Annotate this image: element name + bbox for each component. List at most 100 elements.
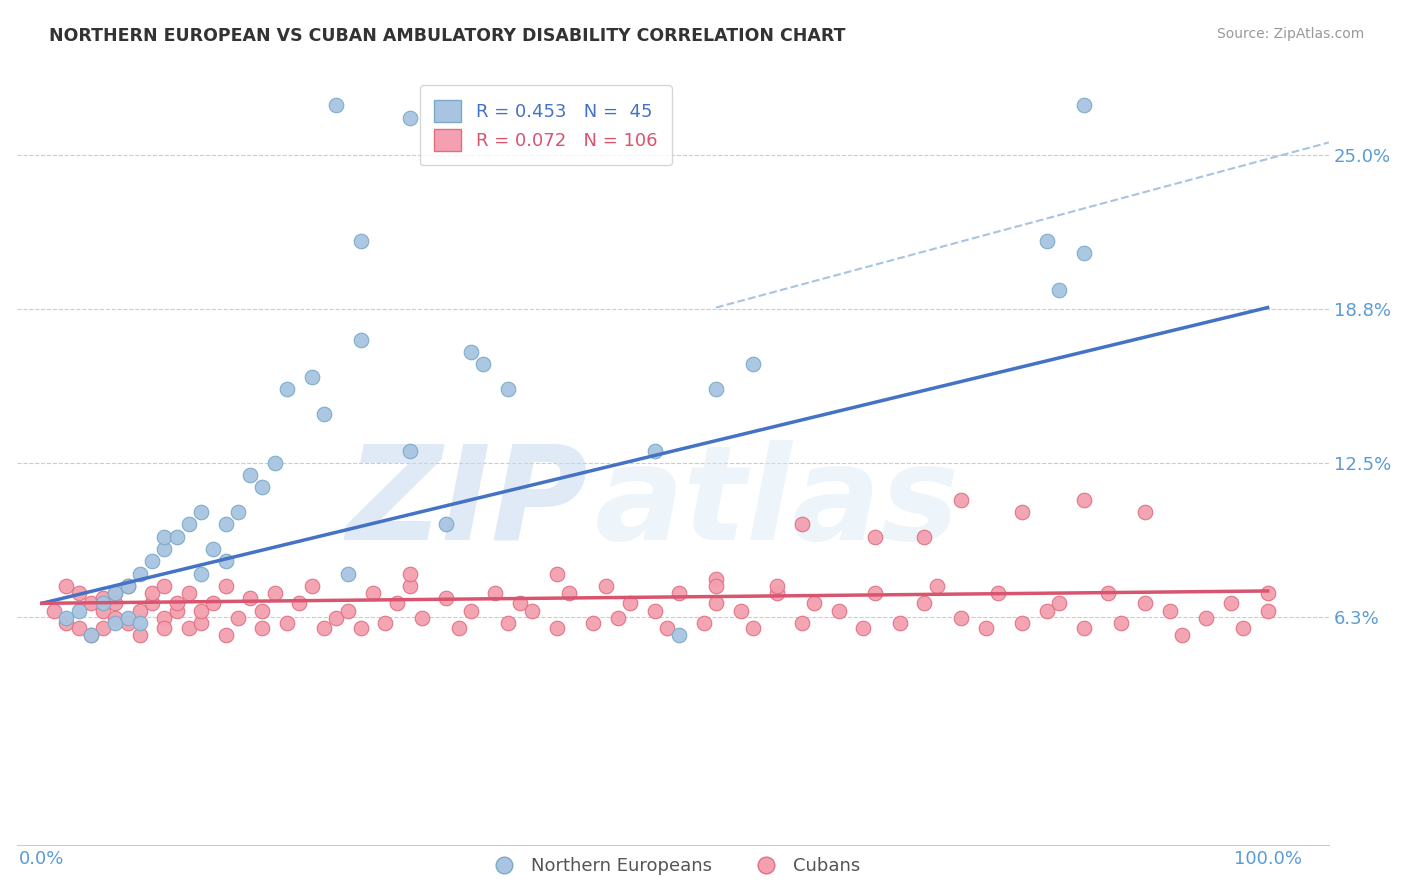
Point (447, 621, 470, 635)
Point (1097, 586, 1119, 600)
Point (67, 586, 90, 600)
Point (865, 586, 887, 600)
Point (202, 542, 225, 557)
Point (704, 596, 727, 610)
Point (42, 604, 65, 618)
Point (349, 234, 371, 248)
Point (434, 517, 457, 532)
Point (1073, 246, 1095, 260)
Point (1257, 604, 1279, 618)
Point (215, 579, 238, 593)
Point (950, 611, 973, 625)
Point (693, 615, 716, 630)
Point (509, 596, 531, 610)
Point (117, 579, 139, 593)
Point (252, 480, 274, 494)
Point (1232, 621, 1254, 635)
Point (67, 621, 90, 635)
Point (546, 566, 568, 581)
Point (276, 382, 298, 396)
Point (190, 505, 212, 519)
Point (398, 566, 420, 581)
Point (177, 517, 200, 532)
Point (704, 572, 727, 586)
Point (104, 615, 127, 630)
Point (460, 604, 482, 618)
Point (1171, 628, 1194, 642)
Point (741, 621, 763, 635)
Point (1109, 615, 1132, 630)
Point (1133, 505, 1156, 519)
Point (80, 628, 103, 642)
Point (190, 615, 212, 630)
Point (974, 621, 997, 635)
Point (741, 357, 763, 371)
Point (827, 604, 849, 618)
Point (80, 596, 103, 610)
Point (398, 111, 420, 125)
Point (104, 611, 127, 625)
Point (1219, 596, 1241, 610)
Point (312, 621, 335, 635)
Point (301, 579, 323, 593)
Point (104, 596, 127, 610)
Point (55, 579, 77, 593)
Point (104, 586, 127, 600)
Point (790, 615, 813, 630)
Text: atlas: atlas (595, 440, 960, 566)
Point (1073, 98, 1095, 112)
Point (1036, 234, 1059, 248)
Point (104, 586, 127, 600)
Point (803, 596, 825, 610)
Point (128, 566, 150, 581)
Point (166, 596, 188, 610)
Point (387, 596, 409, 610)
Point (128, 604, 150, 618)
Point (117, 611, 139, 625)
Point (607, 611, 630, 625)
Point (520, 604, 543, 618)
Point (1047, 596, 1070, 610)
Point (141, 586, 163, 600)
Point (239, 591, 262, 606)
Point (91, 591, 114, 606)
Point (141, 596, 163, 610)
Text: Source: ZipAtlas.com: Source: ZipAtlas.com (1216, 27, 1364, 41)
Point (704, 579, 727, 593)
Point (252, 621, 274, 635)
Point (668, 628, 690, 642)
Point (177, 621, 200, 635)
Point (117, 615, 139, 630)
Point (153, 579, 176, 593)
Point (202, 596, 225, 610)
Point (1073, 621, 1095, 635)
Point (730, 604, 752, 618)
Point (301, 369, 323, 384)
Point (374, 615, 396, 630)
Point (644, 443, 666, 458)
Point (472, 357, 495, 371)
Point (1159, 604, 1181, 618)
Point (790, 517, 813, 532)
Point (349, 333, 371, 347)
Point (1047, 283, 1070, 297)
Point (190, 604, 212, 618)
Point (153, 530, 176, 544)
Point (912, 596, 935, 610)
Point (1073, 492, 1095, 507)
Point (215, 517, 238, 532)
Point (361, 586, 384, 600)
Point (1011, 505, 1033, 519)
Point (644, 604, 666, 618)
Point (558, 586, 581, 600)
Point (67, 604, 90, 618)
Point (668, 586, 690, 600)
Point (546, 621, 568, 635)
Point (619, 596, 641, 610)
Point (325, 98, 347, 112)
Point (766, 586, 789, 600)
Point (128, 628, 150, 642)
Point (987, 586, 1010, 600)
Point (91, 621, 114, 635)
Point (166, 530, 188, 544)
